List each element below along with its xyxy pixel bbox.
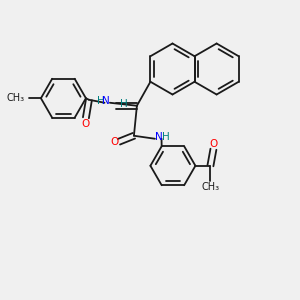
Text: H: H bbox=[97, 96, 104, 106]
Text: N: N bbox=[102, 96, 110, 106]
Text: CH₃: CH₃ bbox=[201, 182, 220, 192]
Text: CH₃: CH₃ bbox=[6, 93, 24, 103]
Text: N: N bbox=[155, 132, 163, 142]
Text: O: O bbox=[110, 137, 118, 147]
Text: O: O bbox=[209, 139, 217, 149]
Text: H: H bbox=[161, 132, 169, 142]
Text: O: O bbox=[82, 119, 90, 129]
Text: H: H bbox=[119, 99, 127, 109]
